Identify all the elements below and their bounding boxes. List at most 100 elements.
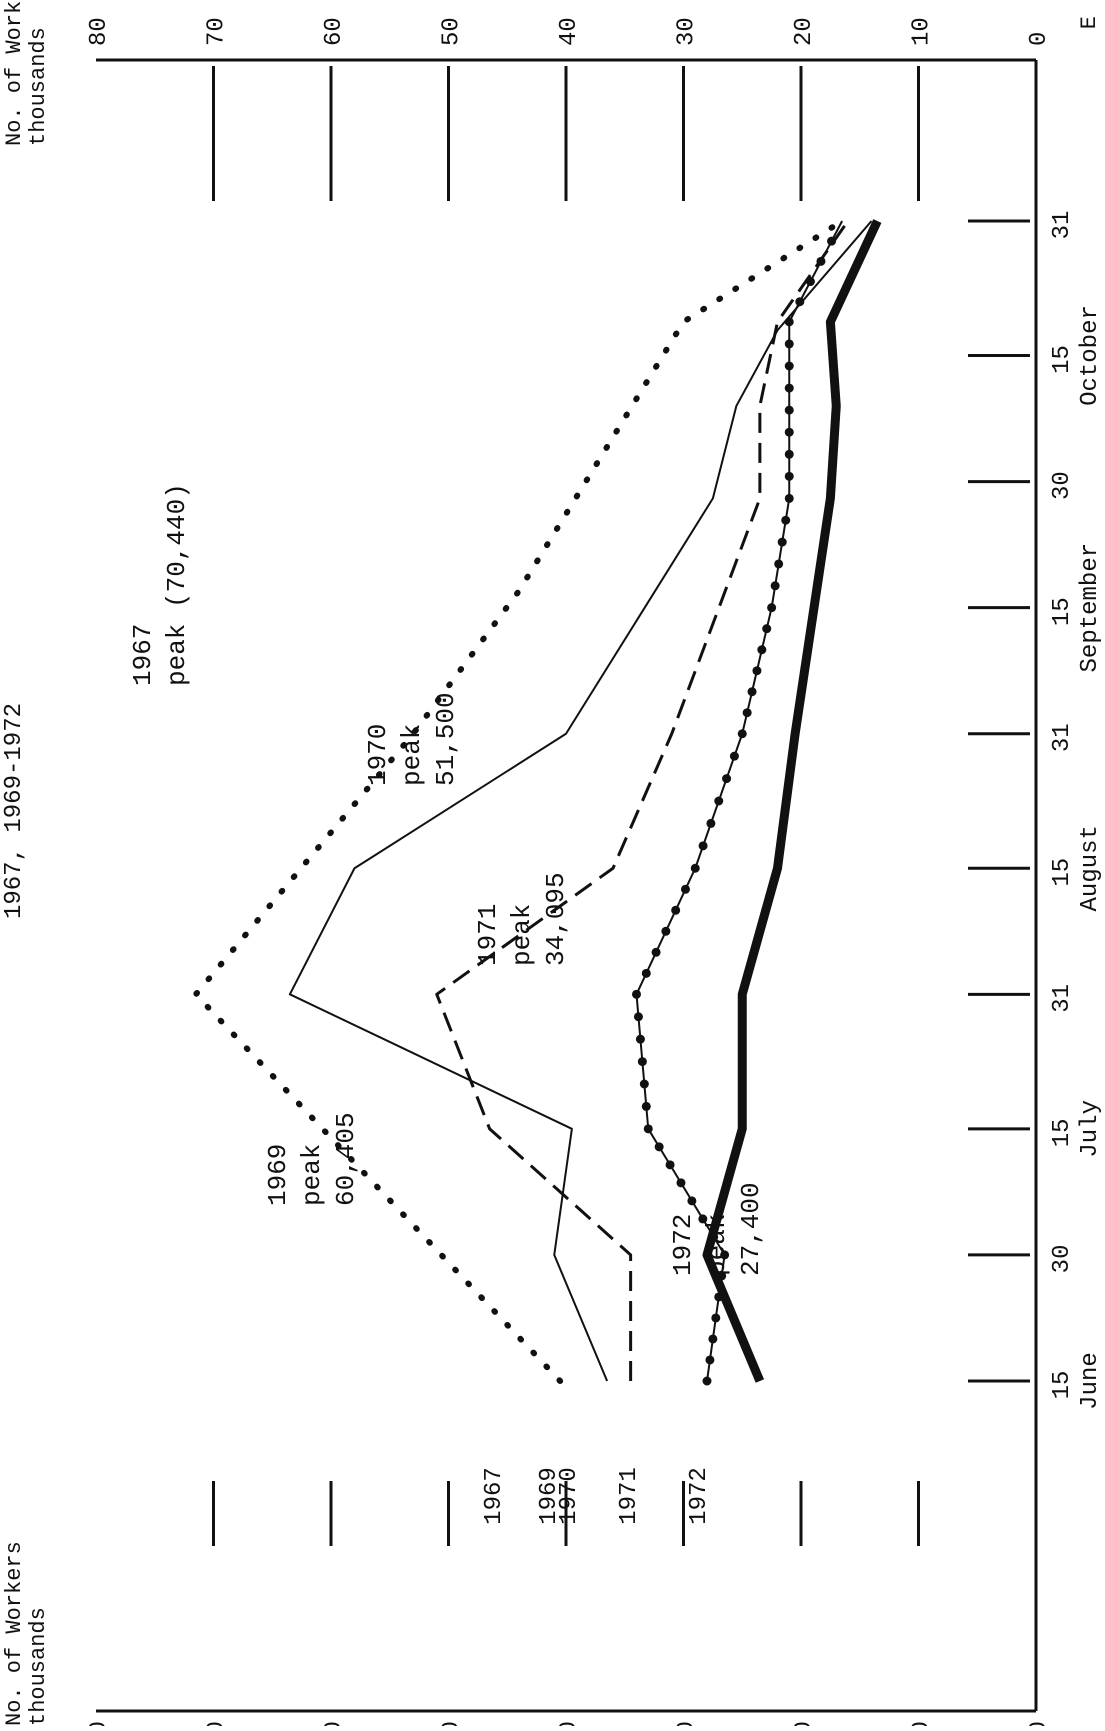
series-point-1971 bbox=[729, 751, 739, 761]
series-line-1972 bbox=[702, 219, 882, 1383]
series-point-1971 bbox=[698, 1214, 708, 1224]
right-y-tick-label: 70 bbox=[204, 17, 231, 46]
series-point-1971 bbox=[784, 493, 794, 503]
right-y-tick-label: 30 bbox=[674, 17, 701, 46]
x-month-label: August bbox=[1077, 825, 1104, 911]
left-y-tick-label: 20 bbox=[791, 1721, 818, 1726]
legend-label-1972: 1972 bbox=[686, 1467, 713, 1525]
series-point-1971 bbox=[784, 471, 794, 481]
left-y-axis-title-line1: No. of Workers bbox=[2, 1541, 27, 1726]
right-y-axis-title-line1: No. of Workers bbox=[2, 0, 27, 146]
series-point-1971 bbox=[665, 1160, 675, 1170]
peak-annotation-2-line-2: 51,500 bbox=[431, 692, 461, 786]
series-point-1971 bbox=[827, 236, 837, 246]
left-y-tick-label: 60 bbox=[321, 1721, 348, 1726]
x-tick-label: 15 bbox=[1049, 345, 1076, 374]
legend-label-1970: 1970 bbox=[556, 1467, 583, 1525]
chart-title: 1967, 1969-1972 bbox=[1, 703, 28, 919]
x-tick-label: 15 bbox=[1049, 597, 1076, 626]
series-point-1971 bbox=[757, 645, 767, 655]
x-tick-label: 15 bbox=[1049, 858, 1076, 887]
x-month-label: October bbox=[1077, 305, 1104, 406]
right-y-tick-label: 0 bbox=[1026, 32, 1053, 46]
series-point-1971 bbox=[711, 1313, 721, 1323]
series-point-1971 bbox=[671, 905, 681, 915]
left-y-tick-label: 30 bbox=[674, 1721, 701, 1726]
peak-annotation-4-line-1: peak bbox=[702, 1214, 732, 1276]
series-point-1971 bbox=[676, 1178, 686, 1188]
series-point-1971 bbox=[767, 603, 777, 613]
series-point-1971 bbox=[770, 581, 780, 591]
peak-annotation-2-line-0: 1970 bbox=[363, 724, 393, 786]
series-point-1971 bbox=[639, 1079, 649, 1089]
series-line-1969 bbox=[288, 220, 873, 1382]
x-tick-label: 15 bbox=[1049, 1371, 1076, 1400]
legend-label-1969: 1969 bbox=[536, 1467, 563, 1525]
series-point-1971 bbox=[706, 818, 716, 828]
right-y-tick-label: 80 bbox=[86, 17, 113, 46]
series-point-1971 bbox=[737, 729, 747, 739]
series-point-1971 bbox=[762, 624, 772, 634]
peak-annotation-3-line-2: 34,095 bbox=[541, 872, 571, 966]
left-y-tick-label: 50 bbox=[439, 1721, 466, 1726]
series-point-1971 bbox=[702, 1376, 712, 1386]
series-point-1971 bbox=[784, 317, 794, 327]
x-tick-label: 31 bbox=[1049, 211, 1076, 240]
series-point-1971 bbox=[641, 1101, 651, 1111]
left-y-tick-label: 70 bbox=[204, 1721, 231, 1726]
peak-annotation-0-line-0: 1967 bbox=[128, 624, 158, 686]
series-point-1971 bbox=[651, 947, 661, 957]
series-point-1971 bbox=[774, 559, 784, 569]
peak-annotation-3-line-0: 1971 bbox=[473, 904, 503, 966]
peak-annotation-0-line-1: peak (70,440) bbox=[162, 483, 192, 686]
series-point-1971 bbox=[747, 687, 757, 697]
series-point-1971 bbox=[708, 1334, 718, 1344]
legend-label-1971: 1971 bbox=[616, 1467, 643, 1525]
peak-annotation-2-line-1: peak bbox=[397, 724, 427, 786]
series-point-1971 bbox=[705, 1355, 715, 1365]
series-point-1971 bbox=[720, 1250, 730, 1260]
x-month-label: July bbox=[1077, 1100, 1104, 1158]
left-y-axis-title-line2: thousands bbox=[26, 1607, 51, 1726]
x-tick-label: 31 bbox=[1049, 723, 1076, 752]
series-point-1971 bbox=[690, 863, 700, 873]
right-y-tick-label: 60 bbox=[321, 17, 348, 46]
series-point-1971 bbox=[784, 383, 794, 393]
right-y-tick-label: 40 bbox=[556, 17, 583, 46]
peak-annotation-3-line-1: peak bbox=[507, 904, 537, 966]
series-point-1971 bbox=[805, 277, 815, 287]
series-point-1971 bbox=[680, 884, 690, 894]
series-point-1971 bbox=[816, 256, 826, 266]
left-y-tick-label: 0 bbox=[1026, 1721, 1053, 1726]
series-point-1971 bbox=[752, 666, 762, 676]
series-line-1970 bbox=[435, 220, 850, 1381]
left-y-tick-label: 10 bbox=[909, 1721, 936, 1726]
series-point-1971 bbox=[687, 1196, 697, 1206]
series-point-1971 bbox=[654, 1142, 664, 1152]
series-point-1971 bbox=[641, 968, 651, 978]
series-point-1971 bbox=[784, 361, 794, 371]
peak-annotation-1-line-1: peak bbox=[297, 1144, 327, 1206]
x-month-label: June bbox=[1077, 1352, 1104, 1410]
series-point-1971 bbox=[698, 841, 708, 851]
right-y-tick-label: 20 bbox=[791, 17, 818, 46]
x-tick-label: 15 bbox=[1049, 1118, 1076, 1147]
x-month-label: September bbox=[1077, 543, 1104, 673]
series-point-1971 bbox=[661, 926, 671, 936]
series-point-1971 bbox=[722, 774, 732, 784]
series-point-1971 bbox=[635, 1034, 645, 1044]
right-y-tick-label: 50 bbox=[439, 17, 466, 46]
peak-annotation-4-line-2: 27,400 bbox=[736, 1182, 766, 1276]
series-point-1971 bbox=[633, 1012, 643, 1022]
peak-annotation-1-line-2: 60,405 bbox=[331, 1112, 361, 1206]
peak-annotation-4-line-0: 1972 bbox=[668, 1214, 698, 1276]
series-point-1971 bbox=[777, 537, 787, 547]
series-point-1971 bbox=[781, 515, 791, 525]
series-point-1971 bbox=[637, 1057, 647, 1067]
x-tick-label: 31 bbox=[1049, 984, 1076, 1013]
peak-annotation-1-line-0: 1969 bbox=[263, 1144, 293, 1206]
right-y-tick-label: 10 bbox=[909, 17, 936, 46]
